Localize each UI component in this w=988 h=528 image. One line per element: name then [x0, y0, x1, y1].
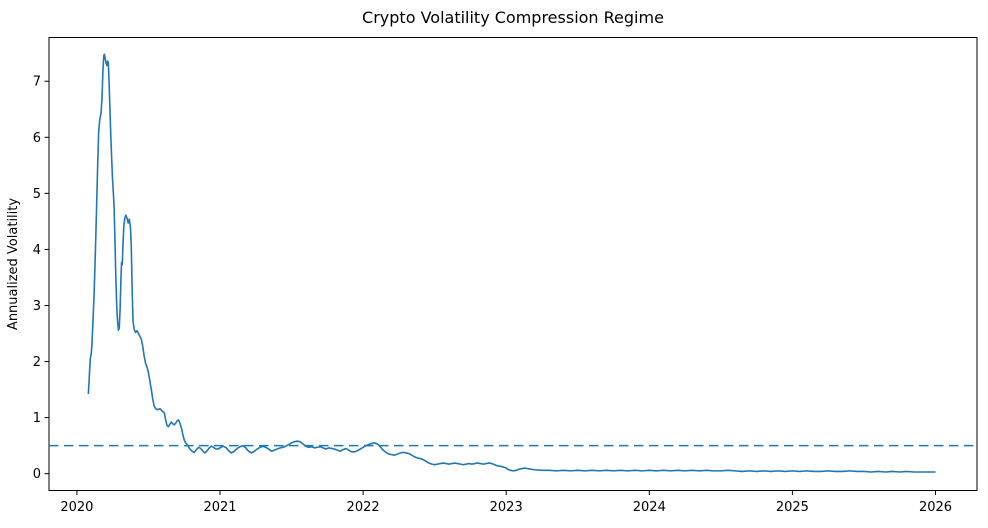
- y-tick-label: 0: [33, 467, 41, 482]
- y-tick-label: 1: [33, 411, 41, 426]
- x-tick-label: 2024: [633, 500, 666, 515]
- x-tick-label: 2025: [776, 500, 809, 515]
- y-tick-label: 2: [33, 355, 41, 370]
- chart-title: Crypto Volatility Compression Regime: [362, 8, 664, 27]
- y-tick-label: 4: [33, 243, 41, 258]
- x-tick-label: 2022: [347, 500, 380, 515]
- data-layer: [49, 53, 977, 473]
- annualized-volatility-line: [87, 53, 936, 473]
- axes-layer: 2020 2021 2022 2023 2024 2025 2026 0 1 2 3 4 5 6 7: [33, 37, 978, 515]
- x-tick-label: 2023: [490, 500, 523, 515]
- x-tick-label: 2026: [919, 500, 952, 515]
- y-tick-label: 7: [33, 75, 41, 90]
- plot-border: [48, 37, 978, 491]
- y-tick-label: 3: [33, 299, 41, 314]
- y-tick-label: 5: [33, 187, 41, 202]
- x-tick-label: 2020: [60, 500, 93, 515]
- y-axis-label: Annualized Volatility: [6, 198, 21, 330]
- x-tick-label: 2021: [203, 500, 236, 515]
- y-tick-label: 6: [33, 131, 41, 146]
